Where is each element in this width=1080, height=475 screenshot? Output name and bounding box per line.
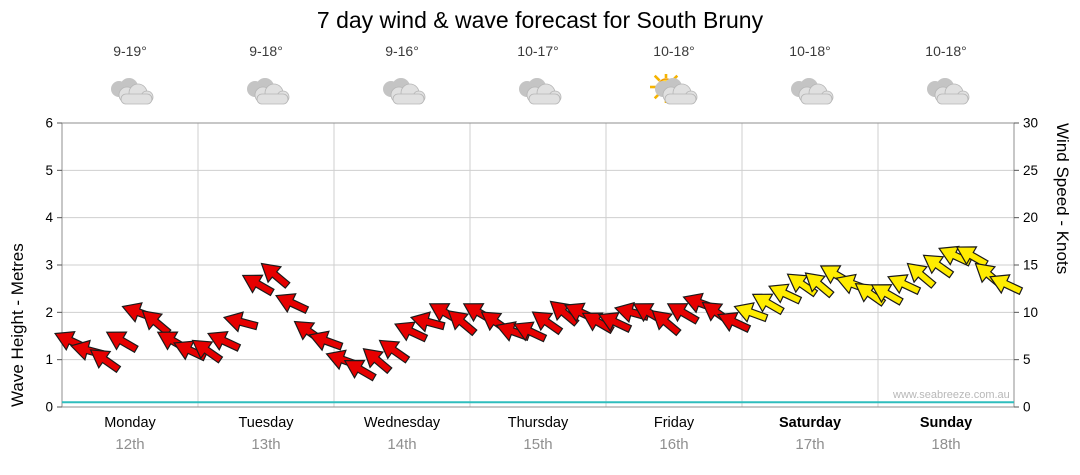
day-label: Sunday 18th (878, 415, 1014, 453)
day-label: Monday 12th (62, 415, 198, 453)
day-name: Sunday (919, 415, 973, 431)
weather-icon-row (62, 70, 1014, 116)
temp-label: 10-18° (925, 43, 967, 59)
day-name: Saturday (778, 415, 842, 431)
icon-cell (198, 70, 334, 116)
page-title: 7 day wind & wave forecast for South Bru… (316, 7, 764, 33)
day-date: 15th (523, 436, 553, 453)
day-name: Thursday (507, 415, 569, 431)
watermark: www.seabreeze.com.au (893, 389, 1010, 401)
cloudy-icon (383, 78, 426, 105)
svg-text:3: 3 (45, 258, 53, 273)
svg-text:10: 10 (1023, 305, 1038, 320)
cloudy-icon (519, 78, 562, 105)
day-label-row: Monday 12th Tuesday 13th Wednesday 14th … (62, 415, 1014, 453)
svg-text:4: 4 (45, 210, 53, 225)
day-date: 16th (659, 436, 689, 453)
cloudy-icon (791, 78, 834, 105)
day-date: 14th (387, 436, 417, 453)
svg-text:15: 15 (1023, 258, 1038, 273)
partly-cloudy-icon (650, 74, 698, 105)
day-name: Wednesday (363, 415, 441, 431)
day-label: Thursday 15th (470, 415, 606, 453)
svg-text:2: 2 (45, 305, 53, 320)
right-axis-title: Wind Speed - Knots (1053, 123, 1072, 275)
icon-cell (878, 70, 1014, 116)
svg-text:20: 20 (1023, 210, 1038, 225)
day-date: 17th (795, 436, 825, 453)
day-label: Friday 16th (606, 415, 742, 453)
svg-text:5: 5 (1023, 352, 1031, 367)
day-label: Saturday 17th (742, 415, 878, 453)
svg-text:6: 6 (45, 116, 53, 131)
day-name: Monday (104, 415, 156, 431)
day-date: 18th (931, 436, 961, 453)
cloudy-icon (927, 78, 970, 105)
temp-label: 10-18° (789, 43, 831, 59)
temp-label: 9-16° (385, 43, 419, 59)
temp-label: 10-17° (517, 43, 559, 59)
day-label: Wednesday 14th (334, 415, 470, 453)
icon-cell (334, 70, 470, 116)
day-name: Friday (653, 415, 695, 431)
temp-label: 9-19° (113, 43, 147, 59)
icon-cell (742, 70, 878, 116)
day-label: Tuesday 13th (198, 415, 334, 453)
temperature-row: 9-19° 9-18° 9-16° 10-17° 10-18° 10-18° 1… (62, 43, 1014, 59)
svg-text:25: 25 (1023, 163, 1038, 178)
svg-text:30: 30 (1023, 116, 1038, 131)
svg-text:0: 0 (45, 400, 53, 415)
icon-cell (606, 70, 742, 116)
svg-text:1: 1 (45, 352, 53, 367)
day-name: Tuesday (238, 415, 294, 431)
icon-cell (470, 70, 606, 116)
temp-label: 9-18° (249, 43, 283, 59)
cloudy-icon (111, 78, 154, 105)
left-axis-title: Wave Height - Metres (8, 243, 27, 407)
cloudy-icon (247, 78, 290, 105)
day-date: 12th (115, 436, 145, 453)
svg-text:0: 0 (1023, 400, 1031, 415)
temp-label: 10-18° (653, 43, 695, 59)
icon-cell (62, 70, 198, 116)
day-date: 13th (251, 436, 281, 453)
svg-text:5: 5 (45, 163, 53, 178)
